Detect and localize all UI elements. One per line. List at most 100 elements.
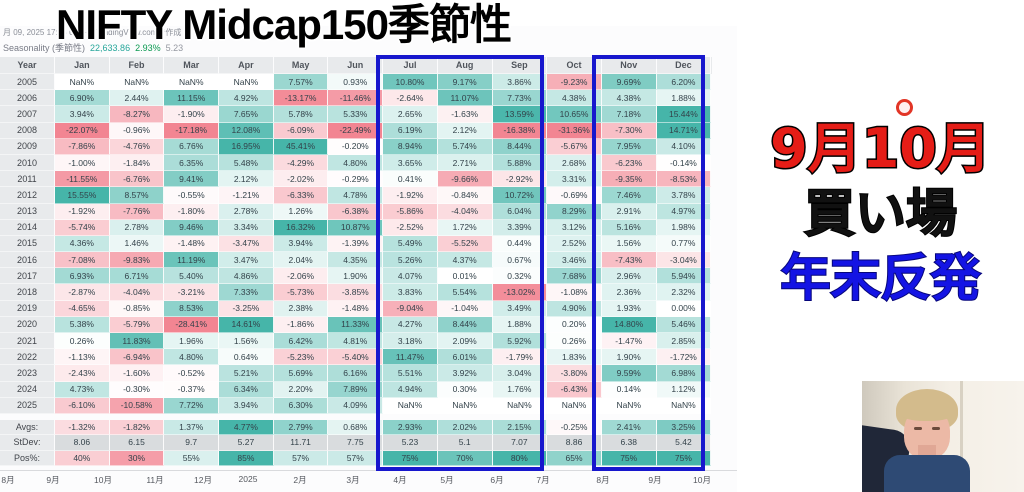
value-cell: 11.83% — [109, 333, 165, 350]
summary-cell: 57% — [328, 450, 384, 466]
value-cell: 10.87% — [328, 219, 384, 236]
presenter-shirt — [884, 455, 970, 492]
value-cell: 3.46% — [547, 252, 602, 269]
value-cell: 8.44% — [437, 316, 493, 333]
caption-buy-zone: 買い場 — [803, 184, 958, 245]
year-label: 2008 — [0, 122, 55, 139]
col-header-feb: Feb — [109, 57, 165, 74]
value-cell: 0.64% — [219, 349, 274, 366]
value-cell: 8.53% — [164, 300, 220, 317]
summary-cell: 8.86 — [547, 435, 602, 451]
value-cell: -8.53% — [656, 171, 712, 188]
value-cell: 8.29% — [547, 203, 602, 220]
value-cell: 6.20% — [656, 74, 712, 91]
summary-cell: 2.15% — [492, 419, 548, 436]
summary-cell: 65% — [547, 450, 602, 466]
value-cell: 11.47% — [383, 349, 438, 366]
value-cell: NaN% — [383, 397, 438, 414]
value-cell: -7.08% — [55, 252, 110, 269]
value-cell: -1.84% — [109, 154, 165, 172]
value-cell: 5.88% — [492, 154, 548, 172]
value-cell: -4.04% — [437, 203, 493, 220]
legend-value: 22,633.86 — [90, 43, 131, 53]
seasonality-table[interactable]: Year Jan Feb Mar Apr May Jun Jul Aug Sep Oct Nov Dec… — [0, 57, 712, 466]
summary-cell: 30% — [109, 450, 165, 466]
value-cell: 7.95% — [601, 138, 657, 155]
value-cell: -0.29% — [328, 171, 384, 188]
value-cell: -1.90% — [164, 106, 220, 123]
value-cell: 4.80% — [328, 154, 384, 172]
value-cell: NaN% — [437, 397, 493, 414]
value-cell: -1.80% — [164, 203, 220, 220]
value-cell: 14.61% — [219, 316, 274, 333]
value-cell: -11.55% — [55, 171, 110, 188]
value-cell: 7.33% — [219, 284, 274, 301]
year-label: 2009 — [0, 138, 55, 155]
value-cell: 4.94% — [383, 381, 438, 398]
value-cell: 13.59% — [492, 106, 548, 123]
value-cell: 9.17% — [437, 74, 493, 91]
table-row: 2008 -22.07% -0.96% -17.18% 12.08% -6.09% -22.… — [0, 122, 712, 139]
year-label: 2025 — [0, 397, 55, 414]
value-cell: 2.96% — [601, 268, 657, 285]
background-panel-line — [960, 381, 963, 492]
axis-tick-label: 11月 — [146, 475, 164, 485]
summary-cell: 11.71 — [273, 435, 329, 451]
value-cell: -7.43% — [601, 252, 657, 269]
value-cell: -13.02% — [492, 284, 548, 301]
value-cell: -6.09% — [273, 122, 329, 139]
table-row: 2011 -11.55% -6.76% 9.41% 2.12% -2.02% -0.29% 0… — [0, 171, 712, 188]
year-label: 2007 — [0, 106, 55, 123]
value-cell: 6.01% — [437, 349, 493, 366]
table-row: 2016 -7.08% -9.83% 11.19% 3.47% 2.04% 4.35% 5.2… — [0, 252, 712, 269]
value-cell: -3.04% — [656, 252, 712, 269]
value-cell: -10.58% — [109, 397, 165, 414]
value-cell: 4.73% — [55, 381, 110, 398]
value-cell: 5.16% — [601, 219, 657, 236]
value-cell: 0.32% — [492, 268, 548, 285]
value-cell: 3.39% — [492, 219, 548, 236]
value-cell: 1.56% — [601, 235, 657, 253]
value-cell: -1.48% — [164, 235, 220, 253]
value-cell: -0.69% — [547, 187, 602, 204]
value-cell: 2.68% — [547, 154, 602, 172]
value-cell: 7.72% — [164, 397, 220, 414]
value-cell: -0.52% — [164, 365, 220, 382]
table-row: 2021 0.26% 11.83% 1.96% 1.56% 6.42% 4.81% 3.18%… — [0, 333, 712, 350]
value-cell: 4.90% — [547, 300, 602, 317]
legend-extra: 5.23 — [165, 43, 184, 53]
value-cell: -17.18% — [164, 122, 220, 139]
summary-cell: 4.77% — [219, 419, 274, 436]
value-cell: -6.76% — [109, 171, 165, 188]
value-cell: -3.80% — [547, 365, 602, 382]
value-cell: 0.26% — [55, 333, 110, 350]
value-cell: -2.87% — [55, 284, 110, 301]
value-cell: 3.92% — [437, 365, 493, 382]
value-cell: -5.86% — [383, 203, 438, 220]
summary-cell: -1.82% — [109, 419, 165, 436]
col-header-jul: Jul — [383, 57, 438, 74]
value-cell: 4.38% — [547, 90, 602, 107]
value-cell: -6.43% — [547, 381, 602, 398]
value-cell: -5.74% — [55, 219, 110, 236]
year-label: 2024 — [0, 381, 55, 398]
value-cell: NaN% — [55, 74, 110, 91]
legend-change: 2.93% — [135, 43, 161, 53]
value-cell: 4.78% — [328, 187, 384, 204]
value-cell: 5.92% — [492, 333, 548, 350]
value-cell: 1.98% — [656, 219, 712, 236]
axis-tick-label: 2025 — [238, 474, 258, 484]
summary-cell: 2.41% — [601, 419, 657, 436]
value-cell: 6.98% — [656, 365, 712, 382]
value-cell: -1.92% — [383, 187, 438, 204]
value-cell: 1.90% — [328, 268, 384, 285]
value-cell: 5.26% — [383, 252, 438, 269]
value-cell: -1.92% — [55, 203, 110, 220]
value-cell: -13.17% — [273, 90, 329, 107]
value-cell: 10.80% — [383, 74, 438, 91]
value-cell: 5.94% — [656, 268, 712, 285]
value-cell: -3.25% — [219, 300, 274, 317]
year-label: 2018 — [0, 284, 55, 301]
value-cell: 1.88% — [492, 316, 548, 333]
series-legend[interactable]: Seasonality (季節性) 22,633.86 2.93% 5.23 — [3, 41, 183, 54]
